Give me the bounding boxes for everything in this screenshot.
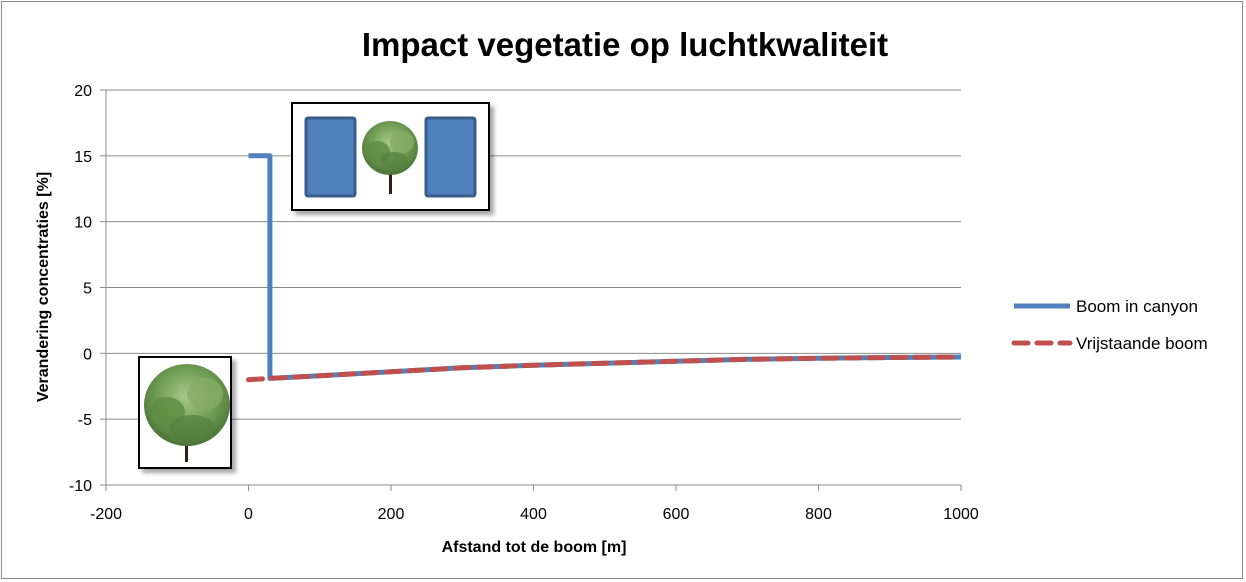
legend-entry: Boom in canyon — [1076, 297, 1198, 316]
gridlines — [100, 89, 961, 486]
x-axis-title: Afstand tot de boom [m] — [442, 539, 627, 556]
y-tick-label: -10 — [69, 478, 92, 495]
series-lines — [246, 153, 964, 383]
x-tick-label: 1000 — [943, 506, 979, 523]
x-tick-label: 200 — [378, 506, 405, 523]
y-axis-title: Verandering concentraties [%] — [35, 172, 52, 402]
y-tick-label: 5 — [83, 281, 92, 298]
single-tree-icon — [138, 356, 232, 469]
x-tick-label: 600 — [663, 506, 690, 523]
chart-title: Impact vegetatie op luchtkwaliteit — [362, 26, 888, 63]
y-tick-labels: -10 -5 0 5 10 15 20 — [69, 83, 92, 495]
x-tick-label: -200 — [90, 506, 122, 523]
y-tick-label: 15 — [74, 149, 92, 166]
legend-entry: Vrijstaande boom — [1076, 334, 1208, 353]
series-line-2 — [246, 354, 964, 383]
y-tick-label: -5 — [78, 412, 92, 429]
y-tick-label: 10 — [74, 215, 92, 232]
y-tick-label: 0 — [83, 346, 92, 363]
x-tick-label: 800 — [805, 506, 832, 523]
x-tick-label: 400 — [520, 506, 547, 523]
x-tick-label: 0 — [244, 506, 253, 523]
legend: Boom in canyon Vrijstaande boom — [1011, 297, 1208, 353]
street-canyon-tree-icon — [291, 102, 490, 211]
axes — [105, 90, 962, 491]
x-tick-labels: -200 0 200 400 600 800 1000 — [90, 506, 979, 523]
y-tick-label: 20 — [74, 83, 92, 100]
